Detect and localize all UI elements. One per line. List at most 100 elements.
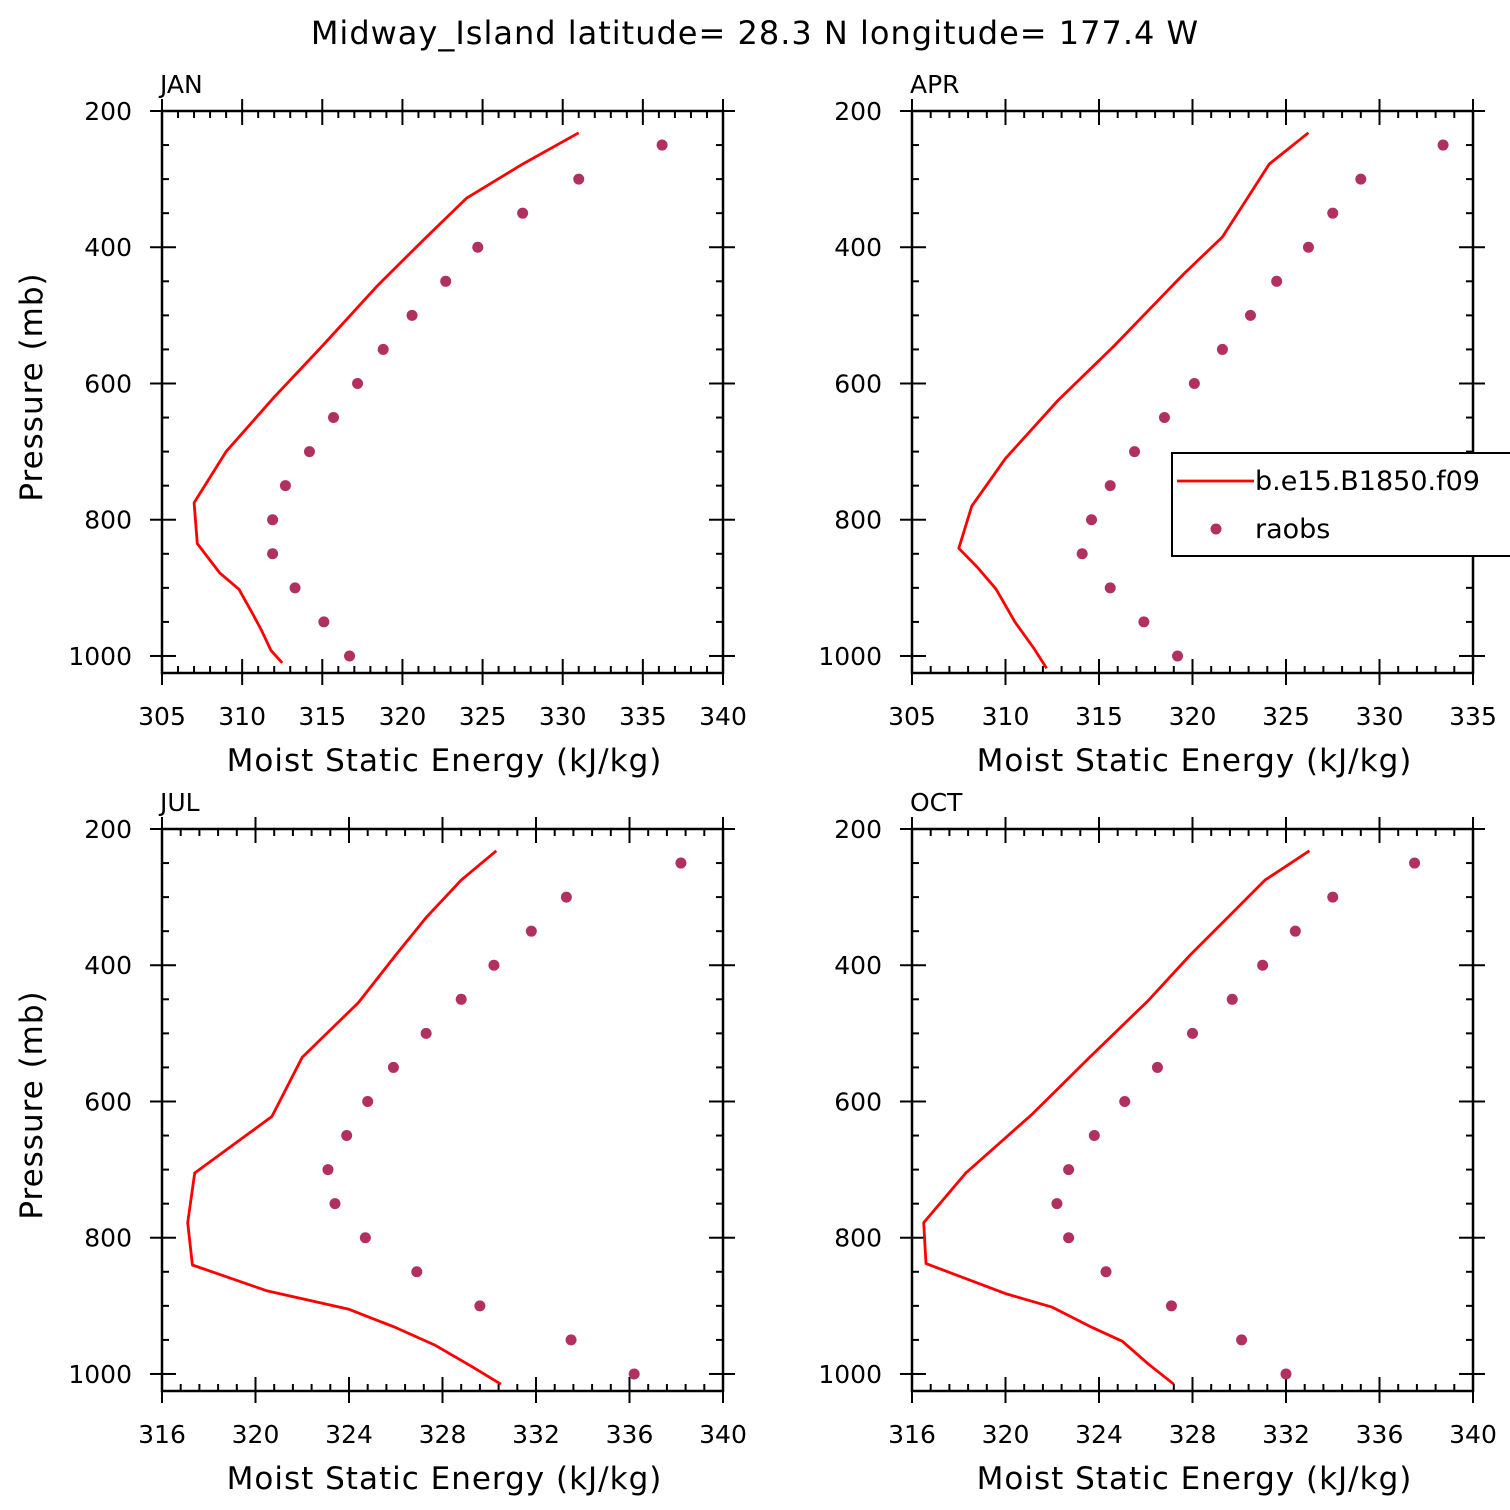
plot-frame [160,109,725,675]
x-axis-label: Moist Static Energy (kJ/kg) [977,1461,1413,1497]
plot-area [192,131,668,664]
data-point-raobs [1051,1198,1063,1210]
x-tick-label: 316 [138,1420,186,1449]
data-point-raobs [525,925,537,937]
data-point-raobs [344,650,356,662]
data-point-raobs [1063,1164,1075,1176]
data-point-raobs [1104,480,1116,492]
data-point-raobs [440,275,452,287]
data-point-raobs [267,514,279,526]
data-point-raobs [474,1300,486,1312]
x-tick-label: 340 [1449,1420,1497,1449]
y-tick-label: 800 [84,506,132,535]
x-axis-label: Moist Static Energy (kJ/kg) [227,743,663,779]
x-tick-label: 324 [325,1420,373,1449]
y-tick-label: 600 [84,1087,132,1116]
x-tick-label: 336 [606,1420,654,1449]
x-tick-label: 332 [512,1420,560,1449]
data-point-raobs [267,548,279,560]
data-point-raobs [1104,582,1116,594]
x-tick-label: 332 [1262,1420,1310,1449]
y-tick-label: 1000 [68,1360,132,1389]
data-point-raobs [1355,173,1367,185]
legend-box [1171,452,1510,557]
plot-frame [910,827,1475,1393]
y-tick-label: 200 [84,815,132,844]
x-tick-label: 316 [888,1420,936,1449]
y-tick-label: 800 [834,506,882,535]
data-point-raobs [1437,139,1449,151]
series-line-model [186,849,502,1386]
data-point-raobs [328,412,340,424]
panel-title: OCT [910,788,963,817]
x-tick-label: 325 [1262,702,1310,731]
data-point-raobs [1257,959,1269,971]
data-point-raobs [322,1164,334,1176]
panel-title: APR [910,70,960,99]
data-point-raobs [1172,650,1184,662]
x-tick-label: 320 [232,1420,280,1449]
data-point-raobs [1129,446,1141,458]
x-tick-label: 320 [982,1420,1030,1449]
data-point-raobs [1138,616,1150,628]
data-point-raobs [377,343,389,355]
x-tick-label: 305 [888,702,936,731]
y-tick-label: 200 [84,97,132,126]
x-tick-label: 325 [459,702,507,731]
x-tick-label: 324 [1075,1420,1123,1449]
data-point-raobs [1086,514,1098,526]
x-tick-label: 305 [138,702,186,731]
panel-jan: JAN 305 310 315 320 325 330 335 340 200 400 600 800 1… [14,70,747,779]
panel-apr: APR 305 310 315 320 325 330 335 200 400 600 800 1000… [818,70,1510,779]
series-line-model [922,849,1311,1386]
panel-jul: JUL 316 320 324 328 332 336 340 200 400 600 800 1000… [14,788,747,1497]
data-point-raobs [387,1061,399,1073]
y-tick-label: 800 [834,1224,882,1253]
data-point-raobs [628,1368,640,1380]
data-point-raobs [488,959,500,971]
x-tick-label: 320 [379,702,427,731]
x-tick-label: 328 [419,1420,467,1449]
x-tick-label: 335 [619,702,667,731]
plot-area [922,849,1421,1386]
x-tick-label: 315 [298,702,346,731]
data-point-raobs [1158,412,1170,424]
data-point-raobs [1226,993,1238,1005]
x-tick-label: 340 [699,702,747,731]
panel-title: JAN [158,70,203,99]
data-point-raobs [1302,241,1314,253]
plot-frame [160,827,725,1393]
panel-oct: OCT 316 320 324 328 332 336 340 200 400 600 800 1000… [818,788,1496,1497]
x-tick-label: 315 [1075,702,1123,731]
y-tick-label: 600 [84,369,132,398]
figure-title: Midway_Island latitude= 28.3 N longitude… [311,14,1199,52]
data-point-raobs [352,377,364,389]
x-tick-label: 330 [1356,702,1404,731]
y-tick-label: 600 [834,369,882,398]
data-point-raobs [1244,309,1256,321]
data-point-raobs [341,1130,353,1142]
data-point-raobs [472,241,484,253]
data-point-raobs [1216,343,1228,355]
x-tick-label: 328 [1169,1420,1217,1449]
legend-marker-swatch [1210,523,1222,535]
panels: JAN 305 310 315 320 325 330 335 340 200 400 600 800 1… [14,70,1510,1497]
data-point-raobs [560,891,572,903]
data-point-raobs [420,1027,432,1039]
data-point-raobs [1088,1130,1100,1142]
data-point-raobs [1151,1061,1163,1073]
x-axis-label: Moist Static Energy (kJ/kg) [227,1461,663,1497]
data-point-raobs [1271,275,1283,287]
y-tick-label: 1000 [818,642,882,671]
legend-label-obs: raobs [1255,514,1330,545]
data-point-raobs [362,1095,374,1107]
y-tick-label: 600 [834,1087,882,1116]
data-point-raobs [656,139,668,151]
data-point-raobs [359,1232,371,1244]
data-point-raobs [1165,1300,1177,1312]
y-axis-label: Pressure (mb) [14,990,50,1219]
y-tick-label: 200 [834,815,882,844]
plot-area [186,849,687,1386]
data-point-raobs [1100,1266,1112,1278]
legend: b.e15.B1850.f09 raobs [1171,452,1510,557]
